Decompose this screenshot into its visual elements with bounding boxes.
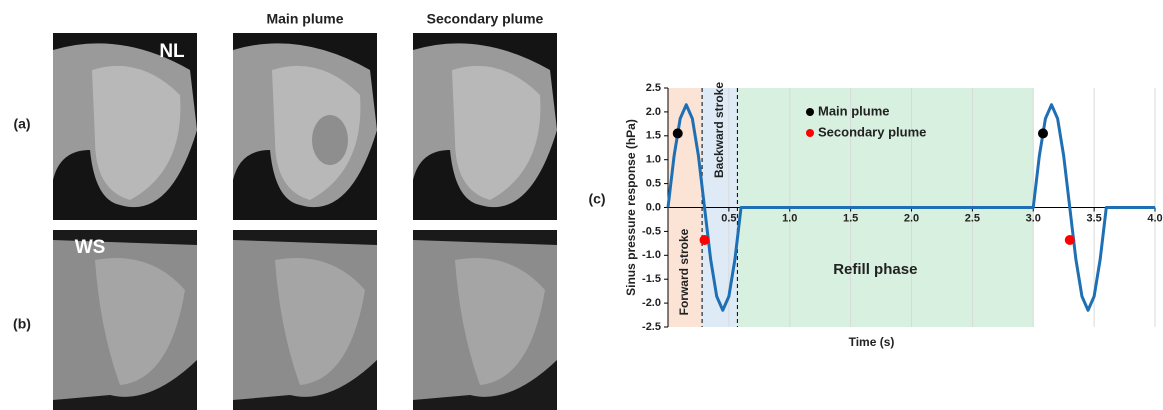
- legend-label: Main plume: [818, 103, 890, 118]
- row-label: (a): [13, 116, 30, 132]
- chart: Forward stroke Backward stroke Refill phas…: [624, 82, 1162, 350]
- y-tick-label: -2.5: [642, 321, 661, 333]
- panel-label: WS: [75, 237, 106, 258]
- column-header: Secondary plume: [427, 11, 544, 27]
- photo: [233, 33, 377, 220]
- region-label: Forward stroke: [677, 228, 691, 315]
- row-label: (b): [13, 316, 31, 332]
- photo: [413, 33, 557, 220]
- y-tick-label: 2.0: [646, 106, 661, 118]
- legend-marker: [806, 129, 814, 137]
- photo: [53, 230, 197, 410]
- y-tick-label: 2.5: [646, 82, 661, 94]
- legend-marker: [806, 108, 814, 116]
- y-tick-label: 1.5: [646, 130, 661, 142]
- y-tick-label: -0.5: [642, 225, 661, 237]
- x-tick-label: 1.5: [843, 212, 858, 224]
- photo: [413, 230, 557, 410]
- marker: [699, 235, 710, 246]
- column-header: Main plume: [266, 11, 343, 27]
- x-axis-label: Time (s): [849, 335, 895, 349]
- y-tick-label: -1.0: [642, 249, 661, 261]
- y-axis-label: Sinus pressure response (hPa): [624, 119, 638, 296]
- x-tick-label: 1.0: [782, 212, 797, 224]
- chart-label: (c): [588, 191, 605, 207]
- photo: [53, 33, 197, 220]
- photo: [233, 230, 377, 410]
- x-tick-label: 2.0: [904, 212, 919, 224]
- marker: [1064, 235, 1075, 246]
- pressure-line: [666, 103, 1155, 312]
- x-tick-label: 3.5: [1086, 212, 1101, 224]
- x-tick-label: 0.5: [721, 212, 736, 224]
- marker: [1037, 128, 1048, 139]
- x-tick-label: 2.5: [965, 212, 980, 224]
- y-tick-label: -2.0: [642, 297, 661, 309]
- legend-label: Secondary plume: [818, 124, 926, 139]
- y-tick-label: 1.0: [646, 154, 661, 166]
- x-tick-label: 4.0: [1147, 212, 1162, 224]
- photo-panels: [53, 33, 557, 410]
- x-tick-label: 3.0: [1026, 212, 1041, 224]
- region-label: Refill phase: [833, 261, 917, 278]
- marker: [672, 128, 683, 139]
- y-tick-label: -1.5: [642, 273, 661, 285]
- panel-label: NL: [159, 41, 185, 62]
- y-tick-label: 0.5: [646, 178, 661, 190]
- region-label: Backward stroke: [712, 82, 726, 178]
- y-tick-label: 0.0: [646, 201, 661, 213]
